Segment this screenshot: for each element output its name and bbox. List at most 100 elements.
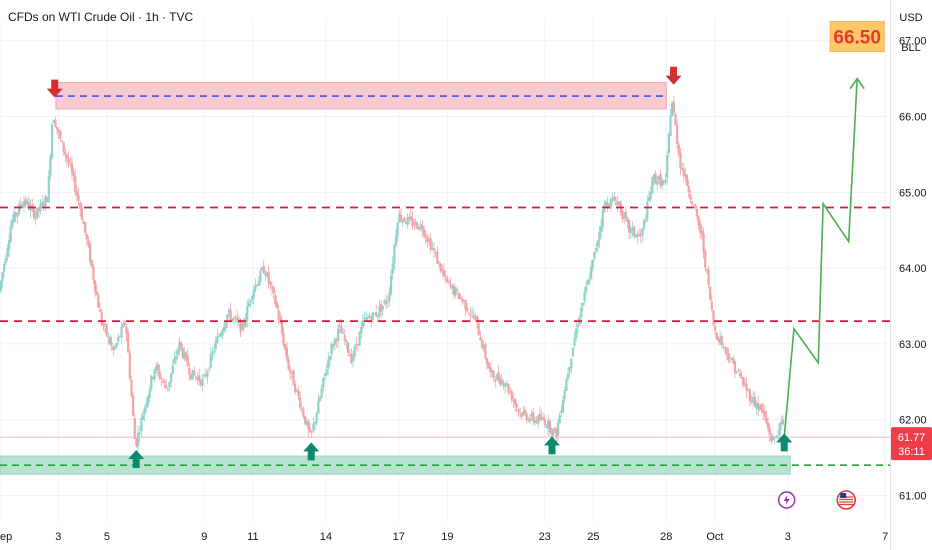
candle-body: [641, 228, 644, 236]
candle-body: [411, 218, 414, 227]
candle-body: [156, 364, 160, 371]
candle-body: [375, 312, 378, 317]
candle-body: [596, 240, 599, 247]
candle-body: [403, 217, 406, 222]
candle-body: [611, 198, 614, 200]
candle-body: [689, 193, 692, 200]
candle-body: [705, 269, 708, 271]
candle-body: [163, 380, 166, 383]
candle-body: [31, 203, 34, 207]
y-tick-label-6: 67.00: [899, 36, 927, 48]
candle-body: [315, 413, 318, 424]
candle-body: [199, 380, 203, 386]
candle-body: [351, 356, 355, 361]
candle-body: [762, 409, 765, 413]
candle-body: [389, 275, 393, 295]
candle-body: [695, 209, 699, 217]
candle-body: [14, 212, 17, 217]
candle-body: [649, 192, 652, 200]
candle-body: [581, 302, 584, 306]
candle-body: [550, 431, 553, 435]
candle-body: [399, 214, 403, 221]
candle-body: [715, 332, 718, 340]
current-price-badge: [891, 427, 932, 461]
candle-body: [221, 330, 224, 336]
candle-body: [680, 168, 684, 170]
candle-body: [745, 384, 748, 392]
candle-body: [236, 317, 239, 321]
candle-body: [93, 280, 97, 292]
currency-label[interactable]: USD: [899, 12, 923, 24]
candle-body: [318, 397, 322, 401]
x-tick-label-4: 11: [247, 531, 258, 543]
candle-body: [22, 201, 26, 208]
candle-body: [385, 300, 388, 304]
candle-body: [378, 306, 381, 316]
down-arrow-icon: [665, 66, 682, 85]
candle-body: [780, 421, 783, 425]
candle-body: [171, 365, 174, 374]
candle-body: [439, 263, 442, 272]
candle-body: [406, 217, 409, 225]
candle-body: [151, 377, 155, 379]
candle-body: [507, 383, 510, 393]
candle-body: [604, 201, 608, 205]
candle-body: [467, 313, 470, 315]
candle-body: [737, 370, 740, 372]
candle-body: [447, 281, 451, 283]
candle-body: [441, 269, 444, 271]
candle-body: [523, 409, 527, 414]
candle-body: [213, 350, 216, 352]
candle-body: [65, 155, 69, 160]
candle-body: [64, 151, 67, 156]
candle-body: [153, 369, 156, 380]
candle-body: [629, 228, 632, 234]
candle-body: [590, 266, 593, 279]
candle-body: [391, 263, 394, 274]
candle-body: [472, 314, 475, 319]
candle-body: [431, 248, 434, 250]
candle-body: [342, 332, 345, 334]
candle-body: [224, 322, 227, 329]
candle-body: [475, 315, 479, 322]
candle-body: [122, 323, 125, 328]
candle-body: [100, 311, 103, 325]
candle-body: [432, 248, 436, 251]
candle-body: [642, 220, 646, 229]
candle-body: [241, 323, 244, 330]
candle-body: [580, 307, 583, 318]
projection-arrowhead: [849, 77, 865, 90]
candle-body: [386, 301, 389, 304]
candle-body: [666, 155, 669, 178]
y-tick-label-2: 63.00: [899, 339, 927, 351]
candle-body: [563, 390, 566, 400]
unit-label[interactable]: BLL: [901, 42, 921, 54]
projection: [783, 77, 865, 438]
candle-body: [416, 223, 419, 230]
candle-body: [312, 423, 315, 431]
candle-body: [725, 347, 728, 354]
candle-body: [509, 391, 512, 393]
candle-body: [570, 358, 573, 369]
candle-body: [295, 389, 298, 391]
candle-body: [699, 223, 702, 233]
candle-body: [423, 229, 426, 236]
candle-body: [54, 119, 57, 128]
candle-body: [669, 115, 672, 136]
zones: [0, 81, 791, 475]
candle-body: [323, 373, 327, 377]
candle-body: [452, 285, 455, 295]
candle-body: [773, 437, 776, 439]
markers: [46, 66, 857, 510]
candle-body: [556, 422, 560, 436]
candle-body: [520, 413, 523, 417]
candle-body: [685, 174, 689, 186]
candle-body: [593, 251, 596, 259]
candle-body: [275, 302, 279, 309]
candle-body: [755, 403, 758, 409]
candle-body: [712, 310, 715, 325]
candle-body: [191, 369, 194, 380]
candle-body: [145, 403, 148, 408]
candle-body: [707, 269, 710, 285]
